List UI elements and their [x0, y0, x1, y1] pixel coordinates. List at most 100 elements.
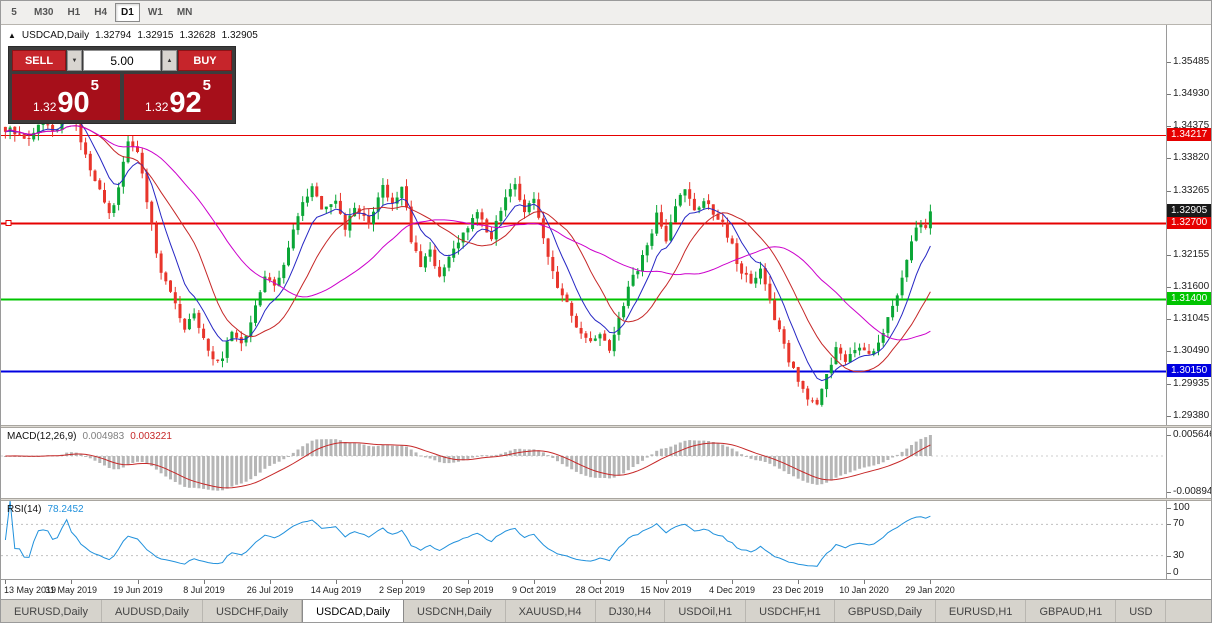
chart-caption: ▲ USDCAD,Daily 1.32794 1.32915 1.32628 1…	[8, 30, 258, 42]
chart-window: ▲ USDCAD,Daily 1.32794 1.32915 1.32628 1…	[1, 25, 1212, 599]
scale-tick	[1167, 492, 1171, 493]
scale-tick	[1167, 287, 1171, 288]
scale-tick	[1167, 191, 1171, 192]
rsi-title: RSI(14)	[7, 504, 42, 515]
chart-tab[interactable]: USDCHF,H1	[746, 600, 835, 622]
timeframe-button-h4[interactable]: H4	[88, 3, 113, 22]
macd-signal-value: 0.003221	[130, 431, 172, 442]
time-axis-tick	[270, 580, 271, 584]
scale-tick	[1167, 94, 1171, 95]
price-scale-label: 30	[1173, 549, 1185, 561]
ohlc-high: 1.32915	[137, 30, 174, 41]
macd-title: MACD(12,26,9)	[7, 431, 77, 442]
date-label: 23 Dec 2019	[772, 585, 824, 595]
chart-expand-icon: ▲	[8, 31, 16, 40]
date-label: 9 Oct 2019	[511, 585, 557, 595]
volume-increase-button[interactable]: ▲	[162, 50, 177, 71]
time-axis-tick	[336, 580, 337, 584]
scale-tick	[1167, 351, 1171, 352]
price-pane: ▲ USDCAD,Daily 1.32794 1.32915 1.32628 1…	[1, 25, 1166, 425]
price-scale-label: 1.29935	[1173, 377, 1210, 389]
sell-price-display[interactable]: 1.32 90 5	[12, 74, 120, 120]
buy-button[interactable]: BUY	[178, 50, 232, 71]
date-label: 19 Jun 2019	[113, 585, 163, 595]
buy-price-prefix: 1.32	[145, 100, 169, 114]
timeframe-button-w1[interactable]: W1	[142, 3, 169, 22]
price-scale-label: -0.008944	[1173, 486, 1212, 497]
time-axis-tick	[204, 580, 205, 584]
scale-tick	[1167, 255, 1171, 256]
hline-price-tag: 1.30150	[1167, 364, 1211, 378]
rsi-plot[interactable]	[1, 501, 1166, 579]
price-scale-label: 0.005646	[1173, 429, 1212, 440]
time-axis-tick	[864, 580, 865, 584]
time-axis-tick	[138, 580, 139, 584]
chart-tab[interactable]: DJ30,H4	[596, 600, 666, 622]
buy-price-display[interactable]: 1.32 92 5	[124, 74, 232, 120]
time-axis[interactable]: 13 May 2019 31 May 2019 19 Jun 2019 8 Jul 2…	[1, 579, 1211, 599]
scale-tick	[1167, 508, 1171, 509]
date-label: 29 Jan 2020	[905, 585, 955, 595]
volume-input[interactable]	[83, 50, 161, 71]
time-axis-tick	[798, 580, 799, 584]
time-axis-tick	[402, 580, 403, 584]
macd-caption: MACD(12,26,9) 0.004983 0.003221	[7, 431, 172, 442]
date-label: 14 Aug 2019	[310, 585, 362, 595]
price-scale-label: 1.29380	[1173, 409, 1210, 421]
time-axis-tick	[5, 580, 6, 584]
pane-splitter[interactable]	[1, 498, 1211, 501]
scale-tick	[1167, 319, 1171, 320]
date-label: 28 Oct 2019	[575, 585, 625, 595]
price-scale-label: 1.31600	[1173, 281, 1210, 293]
time-axis-tick	[666, 580, 667, 584]
date-label: 15 Nov 2019	[640, 585, 692, 595]
pane-splitter[interactable]	[1, 425, 1211, 428]
macd-plot[interactable]	[1, 428, 1166, 498]
chart-tab[interactable]: USD	[1116, 600, 1167, 622]
date-label: 10 Jan 2020	[839, 585, 889, 595]
scale-tick	[1167, 126, 1171, 127]
price-scale-label: 1.35485	[1173, 55, 1210, 67]
chart-symbol: USDCAD,Daily	[21, 30, 90, 41]
price-scale[interactable]: 1.35485 1.34930 1.34375 1.33820 1.33265 1.327…	[1166, 25, 1212, 579]
scale-tick	[1167, 416, 1171, 417]
time-axis-tick	[71, 580, 72, 584]
price-scale-label: 1.33265	[1173, 184, 1210, 196]
chart-tab[interactable]: USDCNH,Daily	[404, 600, 506, 622]
chart-tab[interactable]: EURUSD,H1	[936, 600, 1027, 622]
chart-tab[interactable]: USDCAD,Daily	[302, 600, 405, 622]
hline-price-tag: 1.31400	[1167, 291, 1211, 305]
sell-button[interactable]: SELL	[12, 50, 66, 71]
chart-tab[interactable]: GBPUSD,Daily	[835, 600, 936, 622]
buy-price-pip: 5	[202, 77, 211, 94]
chart-tab[interactable]: AUDUSD,Daily	[102, 600, 203, 622]
timeframe-button-d1[interactable]: D1	[115, 3, 140, 22]
price-scale-label: 1.34930	[1173, 87, 1210, 99]
volume-decrease-button[interactable]: ▼	[67, 50, 82, 71]
price-scale-label: 100	[1173, 502, 1190, 513]
sell-price-pip: 5	[90, 77, 99, 94]
chart-tab[interactable]: EURUSD,Daily	[1, 600, 102, 622]
chart-tab[interactable]: USDOil,H1	[665, 600, 747, 622]
date-label: 2 Sep 2019	[378, 585, 426, 595]
timeframe-button-m30[interactable]: M30	[28, 3, 59, 22]
timeframe-toolbar: 5 M30 H1 H4 D1 W1 MN	[1, 1, 1211, 25]
ohlc-open: 1.32794	[95, 30, 132, 41]
chart-tab[interactable]: GBPAUD,H1	[1026, 600, 1117, 622]
rsi-pane: RSI(14) 78.2452	[1, 501, 1166, 579]
chart-tab[interactable]: USDCHF,Daily	[203, 600, 303, 622]
timeframe-button-5[interactable]: 5	[2, 3, 26, 22]
date-label: 8 Jul 2019	[183, 585, 225, 595]
time-axis-tick	[732, 580, 733, 584]
hline-price-tag: 1.32700	[1167, 216, 1211, 230]
time-axis-tick	[534, 580, 535, 584]
sell-price-big: 90	[57, 87, 90, 120]
ohlc-low: 1.32628	[179, 30, 216, 41]
chart-tab[interactable]: XAUUSD,H4	[506, 600, 596, 622]
timeframe-button-h1[interactable]: H1	[61, 3, 86, 22]
timeframe-button-mn[interactable]: MN	[171, 3, 199, 22]
price-scale-label: 1.30490	[1173, 345, 1210, 357]
date-label: 31 May 2019	[44, 585, 98, 595]
ohlc-close: 1.32905	[221, 30, 258, 41]
